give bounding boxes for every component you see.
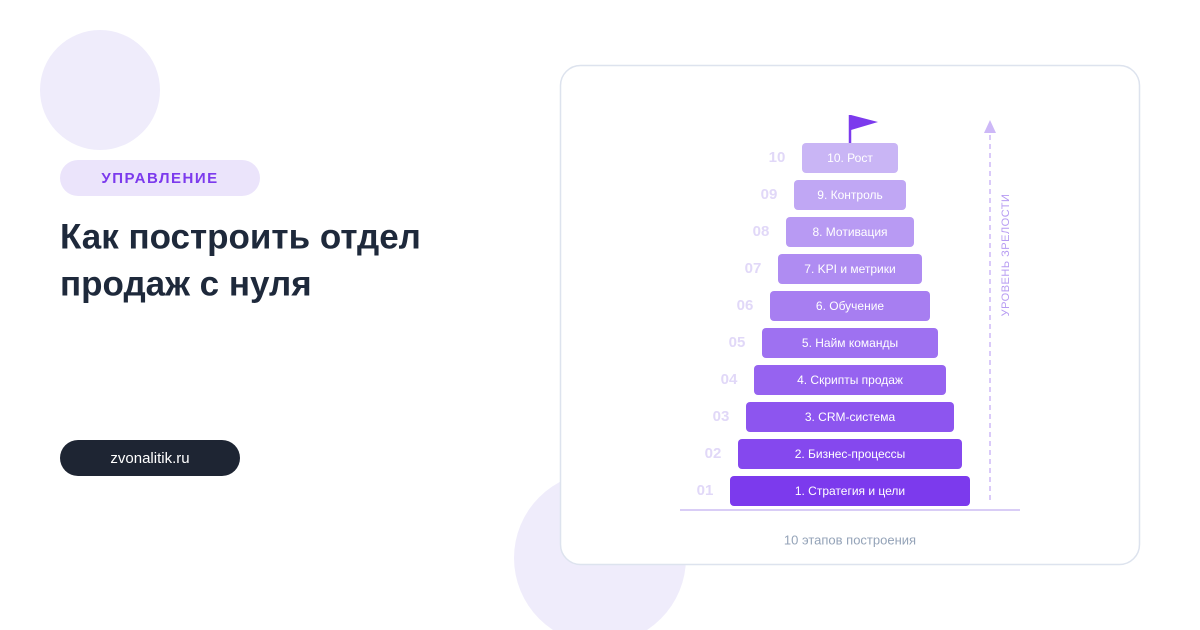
step-label: 3. CRM-система xyxy=(805,410,896,424)
step xyxy=(778,254,922,284)
flag xyxy=(851,115,878,130)
step xyxy=(802,143,898,173)
step xyxy=(746,402,954,432)
step-number: 09 xyxy=(761,186,778,203)
step xyxy=(786,217,914,247)
step-number: 03 xyxy=(713,408,730,425)
step xyxy=(738,439,962,469)
step-label: 10. Рост xyxy=(827,151,873,165)
step-label: 8. Мотивация xyxy=(812,225,887,239)
axis-label: УРОВЕНЬ ЗРЕЛОСТИ xyxy=(1000,194,1012,317)
step xyxy=(762,328,938,358)
step xyxy=(770,291,930,321)
site-pill[interactable] xyxy=(60,440,240,476)
step-label: 5. Найм команды xyxy=(802,336,898,350)
step-number: 02 xyxy=(705,445,722,462)
steps: 1. Стратегия и цели 01 2. Бизнес-процессы 0… xyxy=(697,143,970,506)
step-label: 6. Обучение xyxy=(816,299,885,313)
step-label: 1. Стратегия и цели xyxy=(795,484,905,498)
step-number: 05 xyxy=(729,334,746,351)
step-label: 4. Скрипты продаж xyxy=(797,373,903,387)
title-line: продаж с нуля xyxy=(60,264,312,303)
step-label: 2. Бизнес-процессы xyxy=(795,447,906,461)
tag: УПРАВЛЕНИЕ xyxy=(101,170,218,187)
step-number: 06 xyxy=(737,297,754,314)
arrow-head xyxy=(984,120,996,133)
tag-pill xyxy=(60,160,260,196)
step xyxy=(730,476,970,506)
step-number: 07 xyxy=(745,260,762,277)
step-label: 9. Контроль xyxy=(817,188,882,202)
step-number: 01 xyxy=(697,482,714,499)
site[interactable]: zvonalitik.ru xyxy=(110,450,189,467)
caption: 10 этапов построения xyxy=(784,532,916,547)
step xyxy=(794,180,906,210)
step-number: 10 xyxy=(769,149,786,166)
step-number: 04 xyxy=(721,371,738,388)
title-line: Как построить отдел xyxy=(60,217,421,256)
step-label: 7. KPI и метрики xyxy=(804,262,895,276)
step-number: 08 xyxy=(753,223,770,240)
decor-circle xyxy=(40,30,160,150)
step xyxy=(754,365,946,395)
